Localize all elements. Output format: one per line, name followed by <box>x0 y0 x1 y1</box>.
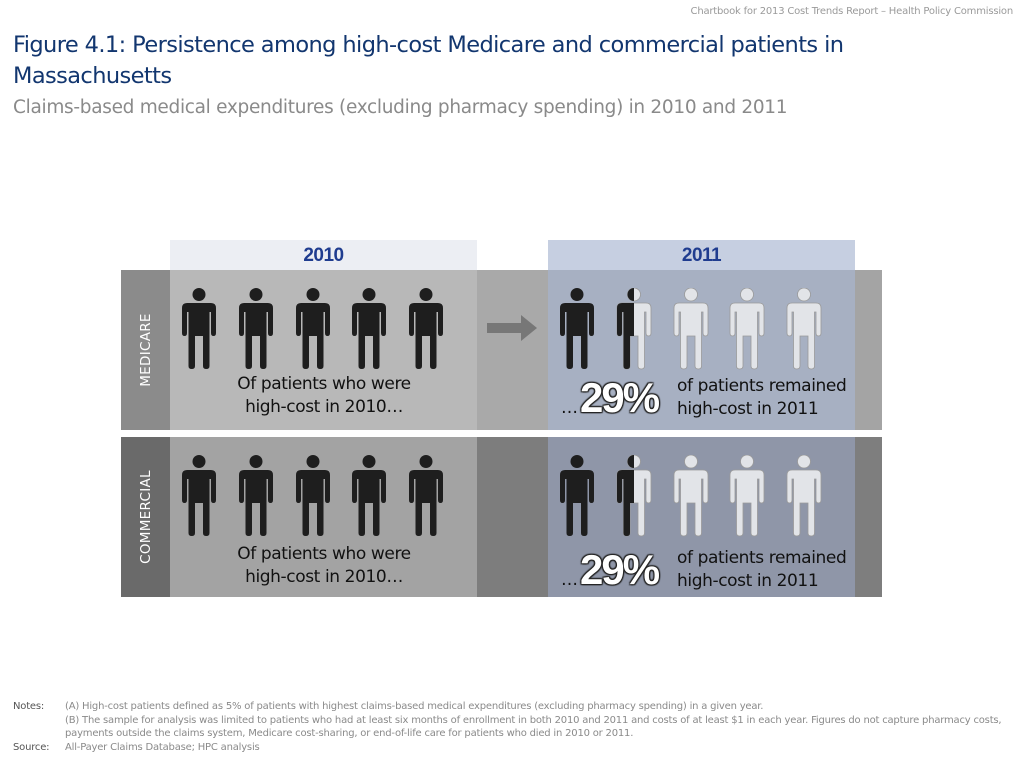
row-label-text: COMMERCIAL <box>137 470 154 564</box>
commercial-arrow-panel <box>477 437 548 597</box>
medicare-remained-caption: of patients remained high-cost in 2011 <box>677 375 847 421</box>
person-icon <box>408 288 444 370</box>
person-icon <box>559 288 595 370</box>
year-header-2010: 2010 <box>170 240 477 270</box>
person-icon <box>616 455 652 537</box>
person-icon <box>181 288 217 370</box>
caption-line: high-cost in 2010… <box>245 567 403 587</box>
caption-line: high-cost in 2010… <box>245 397 403 417</box>
caption-line: of patients remained <box>677 376 847 396</box>
person-icon <box>729 455 765 537</box>
year-header-2011: 2011 <box>548 240 855 270</box>
person-icon <box>786 455 822 537</box>
person-icon <box>351 288 387 370</box>
person-icon <box>295 455 331 537</box>
notes-row: Notes: (A) High-cost patients defined as… <box>13 700 1003 714</box>
commercial-2010-caption: Of patients who were high-cost in 2010… <box>200 543 448 589</box>
medicare-arrow-panel <box>477 270 548 430</box>
notes-row: (B) The sample for analysis was limited … <box>13 714 1003 741</box>
commercial-edge-panel <box>855 437 882 597</box>
notes-spacer <box>13 714 65 741</box>
note-a: (A) High-cost patients defined as 5% of … <box>65 701 764 712</box>
person-icon <box>729 288 765 370</box>
caption-line: of patients remained <box>677 548 847 568</box>
source-row: Source: All-Payer Claims Database; HPC a… <box>13 741 1003 755</box>
note-b: (B) The sample for analysis was limited … <box>65 714 1002 740</box>
caption-line: Of patients who were <box>237 544 411 564</box>
person-icon <box>673 288 709 370</box>
caption-line: high-cost in 2011 <box>677 399 819 419</box>
person-icon <box>559 455 595 537</box>
medicare-2010-caption: Of patients who were high-cost in 2010… <box>200 373 448 419</box>
person-icon <box>786 288 822 370</box>
person-icon <box>181 455 217 537</box>
medicare-ellipsis: … <box>561 398 578 418</box>
person-icon <box>616 288 652 370</box>
person-icon <box>295 288 331 370</box>
commercial-ellipsis: … <box>561 570 578 590</box>
medicare-edge-panel <box>855 270 882 430</box>
header-note: Chartbook for 2013 Cost Trends Report – … <box>690 6 1014 17</box>
source-label: Source: <box>13 741 50 753</box>
person-icon <box>351 455 387 537</box>
person-icon <box>238 455 274 537</box>
figure-title: Figure 4.1: Persistence among high-cost … <box>13 32 844 89</box>
row-label-medicare: MEDICARE <box>121 270 170 430</box>
person-icon <box>408 455 444 537</box>
right-arrow-icon <box>487 315 537 341</box>
person-icon <box>238 288 274 370</box>
notes-label: Notes: <box>13 701 45 712</box>
row-label-text: MEDICARE <box>137 313 154 387</box>
medicare-percent: 29% <box>580 374 660 421</box>
notes-block: Notes: (A) High-cost patients defined as… <box>13 700 1003 754</box>
figure-subtitle: Claims-based medical expenditures (exclu… <box>13 97 788 118</box>
commercial-remained-caption: of patients remained high-cost in 2011 <box>677 547 847 593</box>
caption-line: Of patients who were <box>237 374 411 394</box>
source-text: All-Payer Claims Database; HPC analysis <box>65 741 260 753</box>
row-label-commercial: COMMERCIAL <box>121 437 170 597</box>
commercial-percent: 29% <box>580 546 660 593</box>
person-icon <box>673 455 709 537</box>
caption-line: high-cost in 2011 <box>677 571 819 591</box>
